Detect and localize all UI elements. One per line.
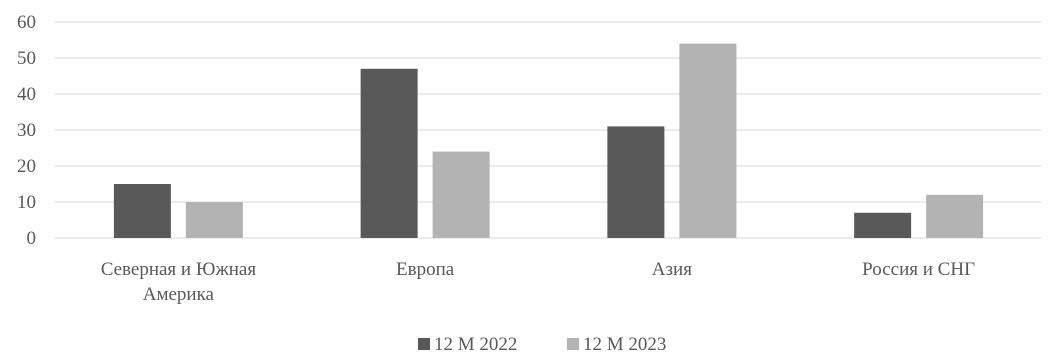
y-tick-label: 20 [17,156,36,177]
category-label: Северная и Южная [101,259,257,280]
category-label: Европа [396,259,455,280]
y-tick-label: 0 [27,228,37,249]
y-tick-label: 50 [17,48,36,69]
bar-1-4 [854,212,912,238]
legend-label: 12 М 2022 [434,334,517,355]
bar-1-1 [113,184,171,238]
bar-2-4 [926,194,984,238]
legend-label: 12 М 2023 [583,334,666,355]
y-tick-label: 10 [17,192,36,213]
y-tick-label: 30 [17,120,36,141]
bar-2-3 [679,43,737,238]
bar-2-2 [432,151,490,238]
category-label: Америка [143,284,215,305]
bar-1-2 [360,68,418,238]
category-label: Россия и СНГ [862,259,975,280]
bar-2-1 [185,202,243,238]
bars [113,43,984,238]
bar-1-3 [607,126,665,238]
legend-swatch [418,338,430,350]
y-axis-ticks: 0 10 20 30 40 50 60 [17,12,36,249]
x-axis-categories: Северная и Южная Америка Европа Азия Россия … [101,259,975,305]
y-tick-label: 60 [17,12,36,33]
legend-swatch [567,338,579,350]
category-label: Азия [652,259,692,280]
legend: 12 М 2022 12 М 2023 [418,334,666,355]
y-tick-label: 40 [17,84,36,105]
